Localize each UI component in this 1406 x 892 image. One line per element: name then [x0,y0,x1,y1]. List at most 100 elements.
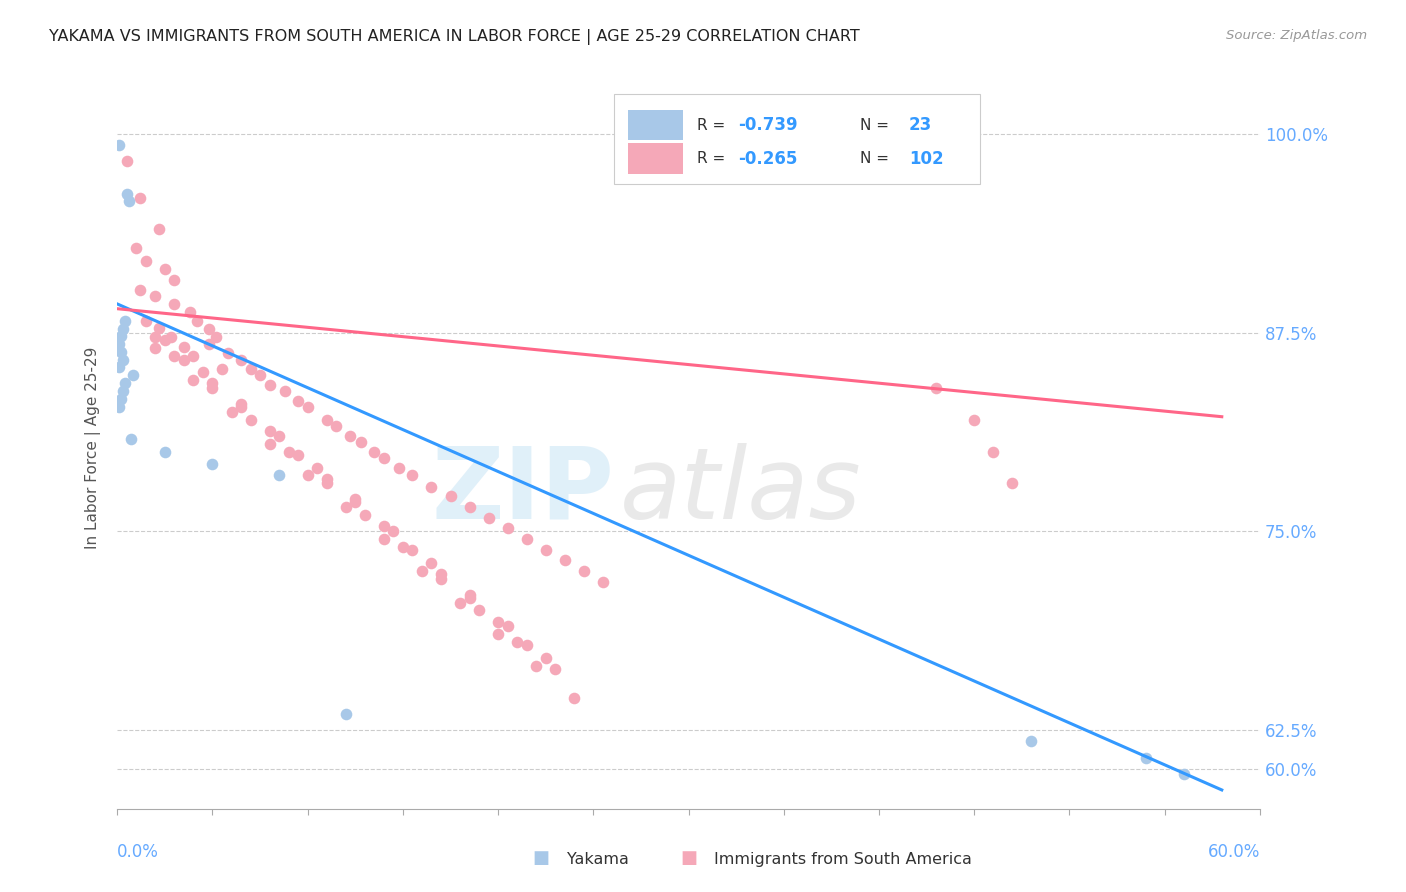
Text: Immigrants from South America: Immigrants from South America [714,852,972,867]
Point [315,472,337,486]
Point [135,254,157,268]
Point [534,543,557,558]
Point [211,362,233,376]
Point [120,432,142,446]
Point [163,297,186,311]
Point [335,500,357,515]
Point [159,330,181,344]
Point [307,460,329,475]
Point [486,627,509,641]
Point [392,540,415,554]
Point [173,340,195,354]
Point [486,615,509,629]
Point [110,328,132,343]
Point [201,381,224,395]
Point [114,314,136,328]
Text: R =: R = [696,118,730,133]
Point [353,508,375,523]
Point [121,368,143,383]
Point [388,460,411,475]
Point [925,381,948,395]
Point [129,190,152,204]
Text: Source: ZipAtlas.com: Source: ZipAtlas.com [1226,29,1367,43]
Point [373,450,395,465]
Point [439,489,461,503]
Point [277,444,299,458]
Text: ■: ■ [533,849,550,867]
Point [287,448,309,462]
Text: 0.0%: 0.0% [117,843,159,861]
Point [108,400,131,414]
Point [269,429,291,443]
Point [401,468,423,483]
FancyBboxPatch shape [628,144,683,174]
Point [163,273,186,287]
Point [449,595,471,609]
Point [325,419,347,434]
Point [114,376,136,391]
Point [496,521,519,535]
Point [339,429,361,443]
Point [373,532,395,546]
Point [506,635,529,649]
Point [544,662,567,676]
Point [1021,733,1043,747]
Point [335,706,357,721]
Text: YAKAMA VS IMMIGRANTS FROM SOUTH AMERICA IN LABOR FORCE | AGE 25-29 CORRELATION C: YAKAMA VS IMMIGRANTS FROM SOUTH AMERICA … [49,29,860,45]
Point [458,500,481,515]
Point [153,444,176,458]
Point [183,350,205,364]
Text: ■: ■ [681,849,697,867]
Point [534,651,557,665]
Point [191,365,214,379]
Point [115,187,138,202]
Text: -0.739: -0.739 [738,116,797,134]
Point [197,336,219,351]
Point [259,436,281,450]
Point [344,492,367,507]
Point [554,552,576,566]
Text: 60.0%: 60.0% [1208,843,1260,861]
Point [592,574,614,589]
Point [201,458,224,472]
Point [496,619,519,633]
FancyBboxPatch shape [628,110,683,140]
Point [269,468,291,483]
Point [382,524,405,538]
Point [524,659,547,673]
Point [108,138,131,153]
Point [350,435,373,450]
Text: R =: R = [696,151,730,166]
Point [401,543,423,558]
Point [239,413,262,427]
Point [363,444,385,458]
Point [297,400,319,414]
Point [420,480,443,494]
Point [344,495,367,509]
Point [229,397,252,411]
Point [135,314,157,328]
Point [287,393,309,408]
Point [1001,476,1024,491]
Point [468,603,491,617]
Point [458,588,481,602]
Point [115,154,138,169]
Point [229,352,252,367]
Point [274,384,297,399]
Point [217,346,239,360]
Point [205,330,228,344]
Point [478,511,501,525]
Point [430,566,453,581]
Point [420,556,443,570]
Point [981,444,1004,458]
Point [143,289,166,303]
Point [458,591,481,605]
Point [516,532,538,546]
Point [108,360,131,375]
Point [1135,751,1157,765]
Point [197,322,219,336]
Point [259,378,281,392]
Point [221,405,243,419]
Point [110,344,132,359]
Point [1173,767,1195,781]
